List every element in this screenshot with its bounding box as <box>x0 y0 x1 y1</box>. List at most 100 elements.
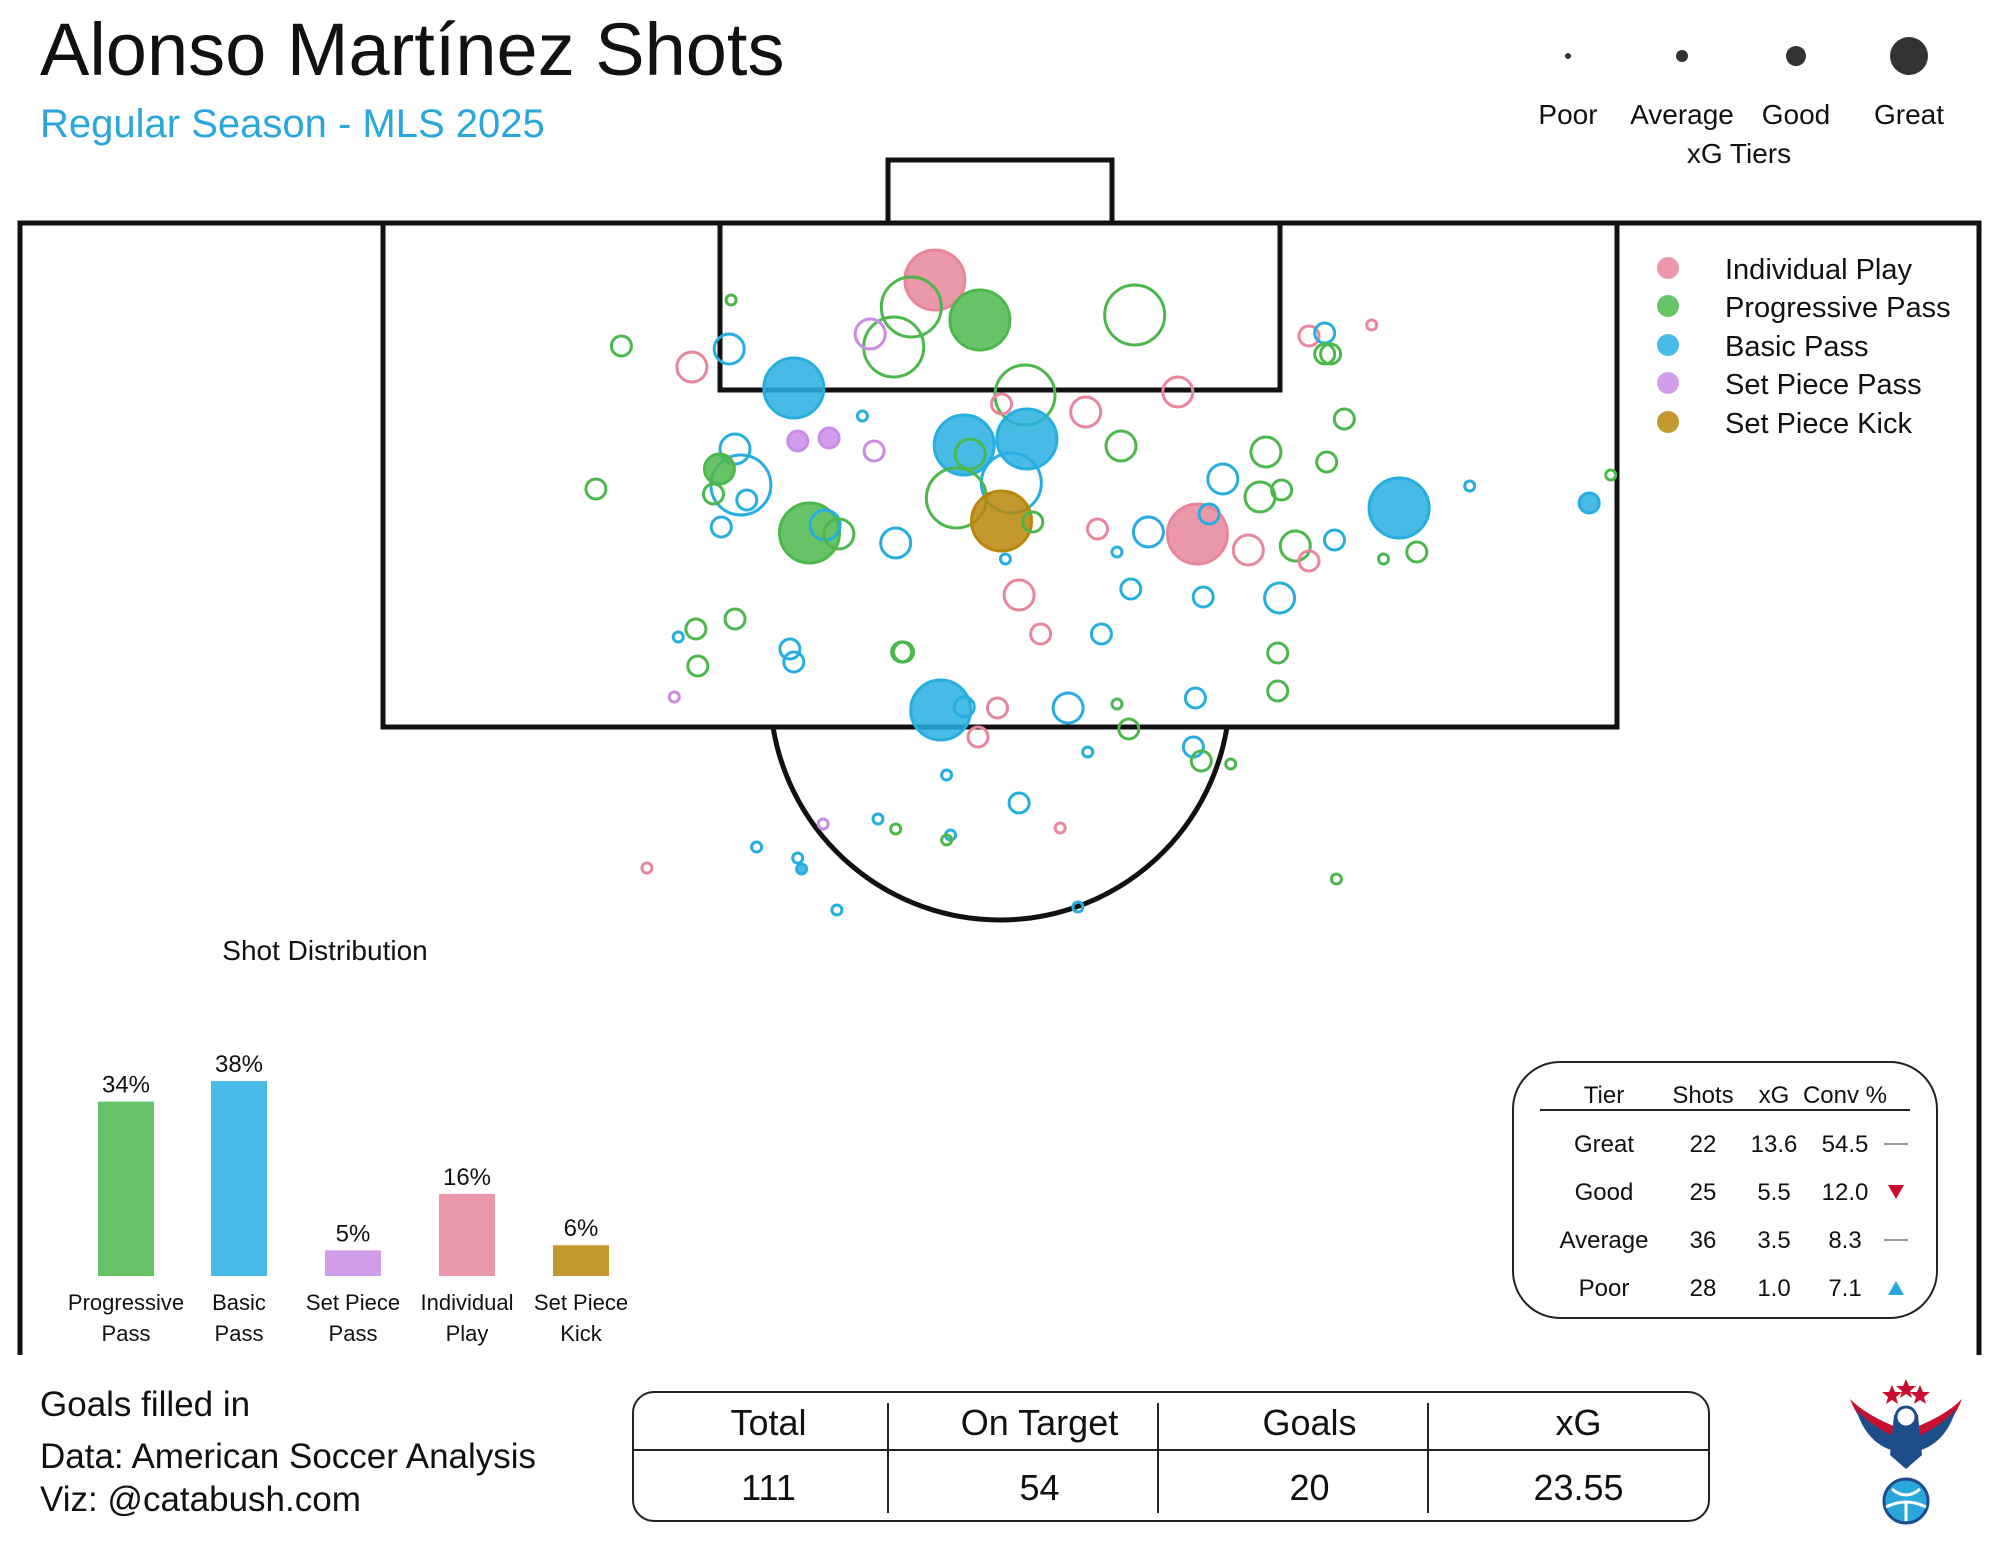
shot-basic-pass <box>1089 622 1113 646</box>
shot-progressive-pass <box>684 617 708 641</box>
shot-basic-pass <box>1197 502 1221 526</box>
shot-set-piece-pass <box>667 690 681 704</box>
shot-basic-pass <box>671 630 685 644</box>
shot-basic-pass <box>1183 686 1207 710</box>
logo-ball-lines <box>1885 1487 1927 1521</box>
shot-individual-play <box>1297 549 1321 573</box>
shot-basic-pass <box>998 552 1012 566</box>
distribution-bars: 34% Progressive Pass 38% Basic Pass 5% Set Piec… <box>68 1051 628 1346</box>
shot-basic-pass <box>1071 900 1085 914</box>
tier-great-xg: 13.6 <box>1751 1131 1798 1158</box>
shot-basic-pass <box>1131 515 1165 549</box>
summary-col-total: Total 111 <box>634 1393 903 1524</box>
shot-progressive-pass <box>702 482 725 506</box>
shot-individual-play <box>966 725 990 749</box>
dist-bar-pct-progressive-pass: 34% <box>102 1072 150 1099</box>
logo-eagle-wing-right-inner <box>1916 1409 1956 1451</box>
tier-average-xg: 3.5 <box>1757 1227 1790 1254</box>
shot-progressive-pass <box>1117 717 1141 741</box>
shot-basic-pass <box>1007 791 1031 815</box>
dist-bar-label-set-piece-kick: Set Piece <box>534 1290 628 1315</box>
shot-individual-play <box>1053 821 1067 835</box>
logo-eagle-wing-left <box>1850 1399 1896 1441</box>
tier-table: Tier Shots xG Conv % Great 22 13.6 54.5 Good… <box>1540 1082 1910 1302</box>
summary-col-on-target: On Target 54 <box>905 1393 1174 1524</box>
dist-bar-label-basic-pass: Basic <box>212 1290 266 1315</box>
tier-poor-conv: 7.1 <box>1828 1275 1861 1302</box>
shot-progressive-pass <box>1243 480 1277 514</box>
shot-progressive-pass <box>892 640 915 664</box>
legend-individual-play-label: Individual Play <box>1725 254 1912 286</box>
type-legend: Individual Play Progressive Pass Basic P… <box>1657 254 1951 440</box>
shot-progressive-pass-goal <box>948 288 1012 352</box>
shot-set-piece-pass-goal <box>817 426 841 450</box>
shot-basic-pass-goal <box>795 862 809 876</box>
shot-progressive-pass <box>584 477 608 501</box>
chart-title: Alonso Martínez Shots <box>40 8 785 91</box>
footer-note: Goals filled in <box>40 1385 251 1424</box>
shot-basic-pass-goal <box>995 407 1059 471</box>
dist-bar-pct-set-piece-pass: 5% <box>336 1220 371 1247</box>
shot-individual-play <box>640 861 654 875</box>
tier-good-trend-down-icon <box>1888 1185 1904 1199</box>
tier-average-tier: Average <box>1560 1227 1649 1254</box>
summary-value-goals: 20 <box>1289 1467 1330 1508</box>
dist-bar-pct-basic-pass: 38% <box>215 1051 263 1078</box>
tier-good-shots: 25 <box>1690 1179 1717 1206</box>
brand-logo <box>1850 1379 1962 1525</box>
dist-bar-pct-set-piece-kick: 6% <box>564 1215 599 1242</box>
shot-progressive-pass <box>1313 342 1337 366</box>
shot-progressive-pass <box>889 822 903 836</box>
shots-layer <box>584 248 1618 917</box>
shot-basic-pass <box>1206 462 1240 496</box>
size-legend-good-marker <box>1786 46 1806 66</box>
distribution-title: Shot Distribution <box>222 935 427 966</box>
summary-header-rule <box>634 1393 1708 1451</box>
dist-bar-basic-pass <box>211 1081 267 1276</box>
tier-table-frame <box>1512 1061 1938 1319</box>
shot-basic-pass <box>791 851 805 865</box>
shot-individual-play <box>1002 578 1036 612</box>
summary-col-xg: xG 23.55 <box>1444 1393 1713 1524</box>
footer-data-source: Data: American Soccer Analysis <box>40 1437 537 1476</box>
legend-set-piece-kick-marker <box>1657 411 1679 433</box>
shot-progressive-pass <box>1329 872 1343 886</box>
shot-basic-pass <box>1191 585 1215 609</box>
shot-progressive-pass <box>1377 552 1390 566</box>
shot-progressive-pass <box>862 315 926 379</box>
shot-basic-pass <box>778 637 802 661</box>
shot-basic-pass <box>1051 691 1085 725</box>
size-legend-great-marker <box>1890 37 1928 75</box>
logo-star-1 <box>1882 1385 1902 1404</box>
shot-distribution: Shot Distribution 34% Progressive Pass 38% B… <box>68 935 628 1346</box>
shot-progressive-pass <box>1266 679 1290 703</box>
tier-great-shots: 22 <box>1690 1131 1717 1158</box>
size-legend-poor-label: Poor <box>1538 99 1597 130</box>
shot-individual-play <box>986 696 1009 720</box>
shot-progressive-pass <box>1266 641 1290 665</box>
shot-basic-pass-goal <box>932 413 996 477</box>
dist-bar-label-individual-play: Play <box>446 1321 489 1346</box>
shot-set-piece-kick-goal <box>970 489 1033 553</box>
shot-individual-play <box>1029 622 1053 646</box>
logo-star-3 <box>1910 1385 1930 1404</box>
summary-divider <box>1427 1403 1429 1513</box>
shot-progressive-pass <box>1103 283 1167 347</box>
shot-basic-pass <box>1263 581 1297 615</box>
shot-individual-play <box>1365 318 1379 332</box>
shot-progressive-pass-goal <box>702 452 736 486</box>
summary-divider <box>1157 1403 1159 1513</box>
tier-header-xg: xG <box>1759 1082 1790 1109</box>
shot-individual-play <box>1297 324 1321 348</box>
tier-great-conv: 54.5 <box>1822 1131 1869 1158</box>
shot-set-piece-pass <box>862 439 886 463</box>
shot-set-piece-pass <box>853 317 887 351</box>
shot-basic-pass <box>750 840 764 854</box>
shot-individual-play-goal <box>903 248 967 312</box>
chart-subtitle: Regular Season - MLS 2025 <box>40 102 545 146</box>
shot-basic-pass <box>871 812 885 826</box>
tier-good-tier: Good <box>1575 1179 1634 1206</box>
shot-progressive-pass <box>1270 478 1294 502</box>
shot-basic-pass <box>735 488 759 512</box>
shot-basic-pass <box>830 903 844 917</box>
